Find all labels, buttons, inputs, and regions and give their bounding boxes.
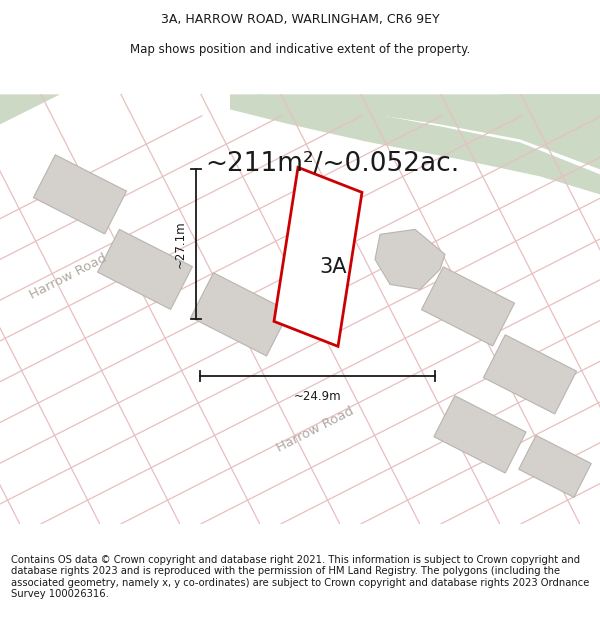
Polygon shape bbox=[519, 436, 591, 498]
Text: ~211m²/~0.052ac.: ~211m²/~0.052ac. bbox=[205, 151, 459, 178]
Polygon shape bbox=[375, 229, 445, 289]
Polygon shape bbox=[484, 335, 577, 414]
Polygon shape bbox=[98, 229, 193, 309]
Text: 3A: 3A bbox=[319, 257, 347, 277]
Polygon shape bbox=[274, 168, 362, 346]
Polygon shape bbox=[191, 272, 289, 356]
Polygon shape bbox=[0, 94, 60, 124]
Text: Harrow Road: Harrow Road bbox=[274, 404, 356, 454]
Polygon shape bbox=[255, 94, 600, 169]
Text: ~27.1m: ~27.1m bbox=[173, 221, 187, 268]
Text: ~24.9m: ~24.9m bbox=[293, 390, 341, 403]
Text: Map shows position and indicative extent of the property.: Map shows position and indicative extent… bbox=[130, 42, 470, 56]
Polygon shape bbox=[500, 94, 600, 134]
Text: Harrow Road: Harrow Road bbox=[27, 251, 109, 301]
Text: Contains OS data © Crown copyright and database right 2021. This information is : Contains OS data © Crown copyright and d… bbox=[11, 554, 589, 599]
Polygon shape bbox=[34, 155, 127, 234]
Polygon shape bbox=[421, 267, 515, 346]
Polygon shape bbox=[230, 94, 600, 194]
Text: 3A, HARROW ROAD, WARLINGHAM, CR6 9EY: 3A, HARROW ROAD, WARLINGHAM, CR6 9EY bbox=[161, 13, 439, 26]
Polygon shape bbox=[434, 396, 526, 473]
